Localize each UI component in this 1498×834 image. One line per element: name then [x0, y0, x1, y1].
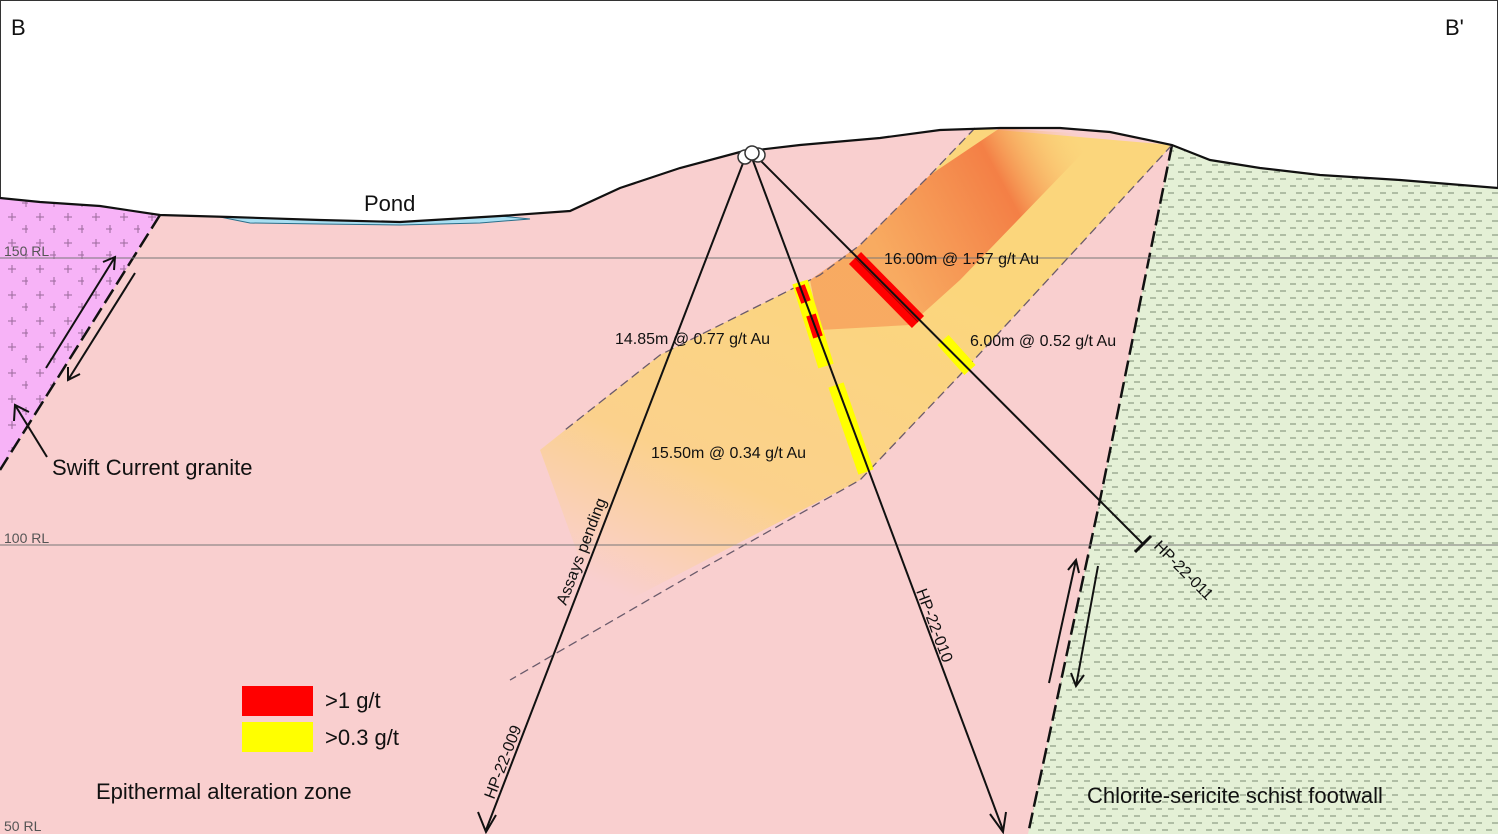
alteration-lower-boundary: [509, 144, 1173, 681]
footwall-schist-unit: [1028, 145, 1498, 834]
granite-pointer-arrow: [13, 403, 48, 458]
topographic-surface: [0, 126, 1498, 224]
drillhole-hp-22-011: [757, 157, 1153, 554]
drillhole-hp-22-010: [751, 157, 1007, 834]
granite-label: Swift Current granite: [52, 455, 253, 480]
rl-label-50: 50 RL: [4, 818, 42, 834]
interval-low-grade-010-b: [828, 382, 874, 475]
rl-label-100: 100 RL: [4, 530, 49, 546]
footwall-label: Chlorite-sericite schist footwall: [1087, 783, 1383, 808]
pond-label: Pond: [364, 191, 415, 216]
legend-label-high-grade: >1 g/t: [325, 688, 381, 713]
intercept-label-010-upper: 14.85m @ 0.77 g/t Au: [615, 331, 770, 348]
legend-swatch-high-grade: [242, 686, 313, 716]
alteration-upper-boundary: [564, 127, 976, 431]
intercept-label-011-high: 16.00m @ 1.57 g/t Au: [884, 251, 1039, 268]
legend-swatch-low-grade: [242, 722, 313, 752]
alteration-zone-label: Epithermal alteration zone: [96, 779, 352, 804]
section-label-right: B': [1445, 15, 1464, 40]
fault-movement-arrows-right: [1048, 557, 1099, 689]
drill-collar-icon: [737, 145, 766, 165]
interval-high-grade-011-edge: [854, 257, 919, 323]
intercept-label-011-low: 6.00m @ 0.52 g/t Au: [970, 333, 1116, 350]
intercept-label-010-lower: 15.50m @ 0.34 g/t Au: [651, 445, 806, 462]
drillhole-hp-22-009: [477, 157, 746, 834]
fault-movement-arrows-left: [45, 255, 136, 382]
granite-unit: [0, 198, 160, 470]
legend-label-low-grade: >0.3 g/t: [325, 725, 399, 750]
rl-label-150: 150 RL: [4, 243, 49, 259]
section-label-left: B: [11, 15, 26, 40]
legend: >1 g/t >0.3 g/t: [242, 686, 399, 752]
alteration-zone: [540, 128, 1172, 615]
